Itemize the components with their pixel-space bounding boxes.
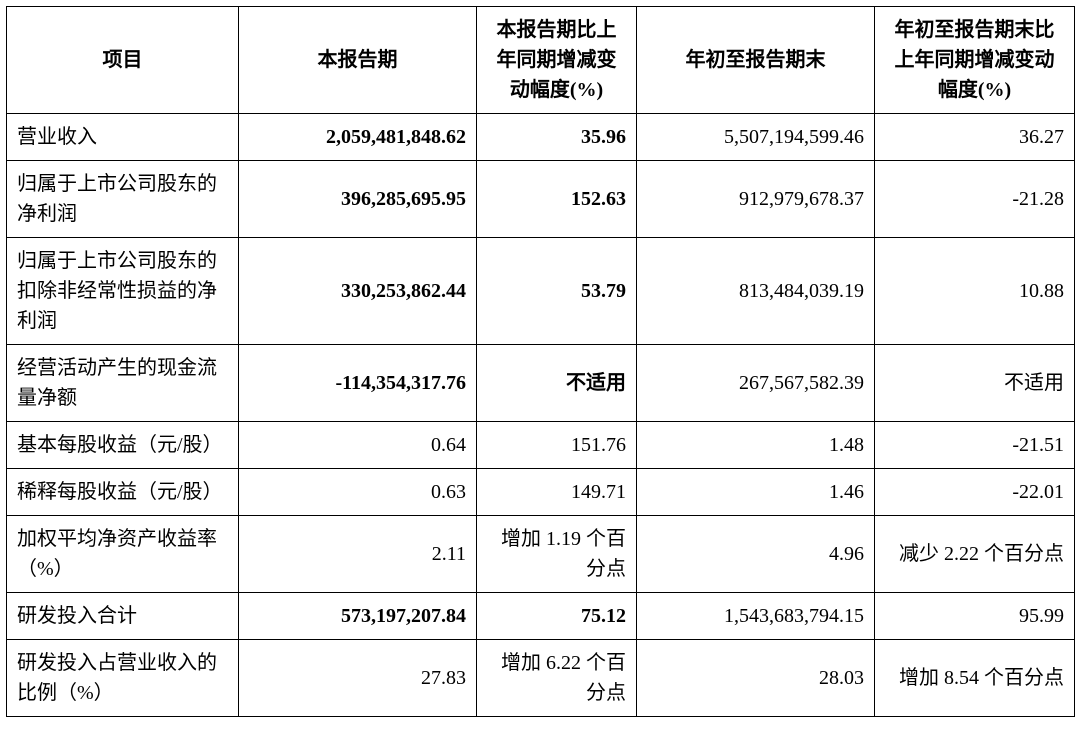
financial-table: 项目 本报告期 本报告期比上年同期增减变动幅度(%) 年初至报告期末 年初至报告… xyxy=(6,6,1075,717)
cell-period-change: 152.63 xyxy=(477,161,637,238)
cell-ytd-change: 不适用 xyxy=(875,345,1075,422)
table-header-row: 项目 本报告期 本报告期比上年同期增减变动幅度(%) 年初至报告期末 年初至报告… xyxy=(7,7,1075,114)
table-row: 研发投入占营业收入的比例（%）27.83增加 6.22 个百分点28.03增加 … xyxy=(7,640,1075,717)
cell-ytd-change: 10.88 xyxy=(875,238,1075,345)
cell-ytd-value: 28.03 xyxy=(637,640,875,717)
table-body: 营业收入2,059,481,848.6235.965,507,194,599.4… xyxy=(7,114,1075,717)
cell-ytd-value: 267,567,582.39 xyxy=(637,345,875,422)
table-row: 加权平均净资产收益率（%）2.11增加 1.19 个百分点4.96减少 2.22… xyxy=(7,516,1075,593)
table-row: 归属于上市公司股东的扣除非经常性损益的净利润330,253,862.4453.7… xyxy=(7,238,1075,345)
col-header-ytd-change: 年初至报告期末比上年同期增减变动幅度(%) xyxy=(875,7,1075,114)
cell-ytd-change: 95.99 xyxy=(875,593,1075,640)
cell-ytd-value: 912,979,678.37 xyxy=(637,161,875,238)
col-header-period: 本报告期 xyxy=(239,7,477,114)
cell-period-change: 75.12 xyxy=(477,593,637,640)
row-label: 稀释每股收益（元/股） xyxy=(7,469,239,516)
cell-period-value: 27.83 xyxy=(239,640,477,717)
cell-ytd-value: 1.48 xyxy=(637,422,875,469)
cell-ytd-value: 1,543,683,794.15 xyxy=(637,593,875,640)
row-label: 营业收入 xyxy=(7,114,239,161)
cell-period-value: -114,354,317.76 xyxy=(239,345,477,422)
table-row: 经营活动产生的现金流量净额-114,354,317.76不适用267,567,5… xyxy=(7,345,1075,422)
cell-period-value: 2.11 xyxy=(239,516,477,593)
table-row: 营业收入2,059,481,848.6235.965,507,194,599.4… xyxy=(7,114,1075,161)
cell-period-change: 增加 6.22 个百分点 xyxy=(477,640,637,717)
cell-ytd-value: 813,484,039.19 xyxy=(637,238,875,345)
table-row: 研发投入合计573,197,207.8475.121,543,683,794.1… xyxy=(7,593,1075,640)
row-label: 研发投入占营业收入的比例（%） xyxy=(7,640,239,717)
cell-period-change: 增加 1.19 个百分点 xyxy=(477,516,637,593)
cell-period-value: 0.64 xyxy=(239,422,477,469)
cell-ytd-value: 1.46 xyxy=(637,469,875,516)
cell-period-change: 35.96 xyxy=(477,114,637,161)
cell-ytd-change: -21.51 xyxy=(875,422,1075,469)
cell-period-value: 573,197,207.84 xyxy=(239,593,477,640)
col-header-change: 本报告期比上年同期增减变动幅度(%) xyxy=(477,7,637,114)
col-header-item: 项目 xyxy=(7,7,239,114)
cell-ytd-change: 减少 2.22 个百分点 xyxy=(875,516,1075,593)
cell-period-change: 不适用 xyxy=(477,345,637,422)
cell-ytd-change: -22.01 xyxy=(875,469,1075,516)
cell-ytd-value: 5,507,194,599.46 xyxy=(637,114,875,161)
cell-period-value: 2,059,481,848.62 xyxy=(239,114,477,161)
col-header-ytd: 年初至报告期末 xyxy=(637,7,875,114)
cell-period-value: 396,285,695.95 xyxy=(239,161,477,238)
row-label: 基本每股收益（元/股） xyxy=(7,422,239,469)
row-label: 归属于上市公司股东的扣除非经常性损益的净利润 xyxy=(7,238,239,345)
row-label: 研发投入合计 xyxy=(7,593,239,640)
cell-ytd-change: 增加 8.54 个百分点 xyxy=(875,640,1075,717)
cell-period-value: 330,253,862.44 xyxy=(239,238,477,345)
row-label: 归属于上市公司股东的净利润 xyxy=(7,161,239,238)
table-row: 稀释每股收益（元/股）0.63149.711.46-22.01 xyxy=(7,469,1075,516)
row-label: 加权平均净资产收益率（%） xyxy=(7,516,239,593)
row-label: 经营活动产生的现金流量净额 xyxy=(7,345,239,422)
cell-period-change: 53.79 xyxy=(477,238,637,345)
cell-period-change: 149.71 xyxy=(477,469,637,516)
cell-ytd-change: 36.27 xyxy=(875,114,1075,161)
cell-ytd-value: 4.96 xyxy=(637,516,875,593)
cell-ytd-change: -21.28 xyxy=(875,161,1075,238)
table-row: 归属于上市公司股东的净利润396,285,695.95152.63912,979… xyxy=(7,161,1075,238)
cell-period-value: 0.63 xyxy=(239,469,477,516)
table-row: 基本每股收益（元/股）0.64151.761.48-21.51 xyxy=(7,422,1075,469)
cell-period-change: 151.76 xyxy=(477,422,637,469)
